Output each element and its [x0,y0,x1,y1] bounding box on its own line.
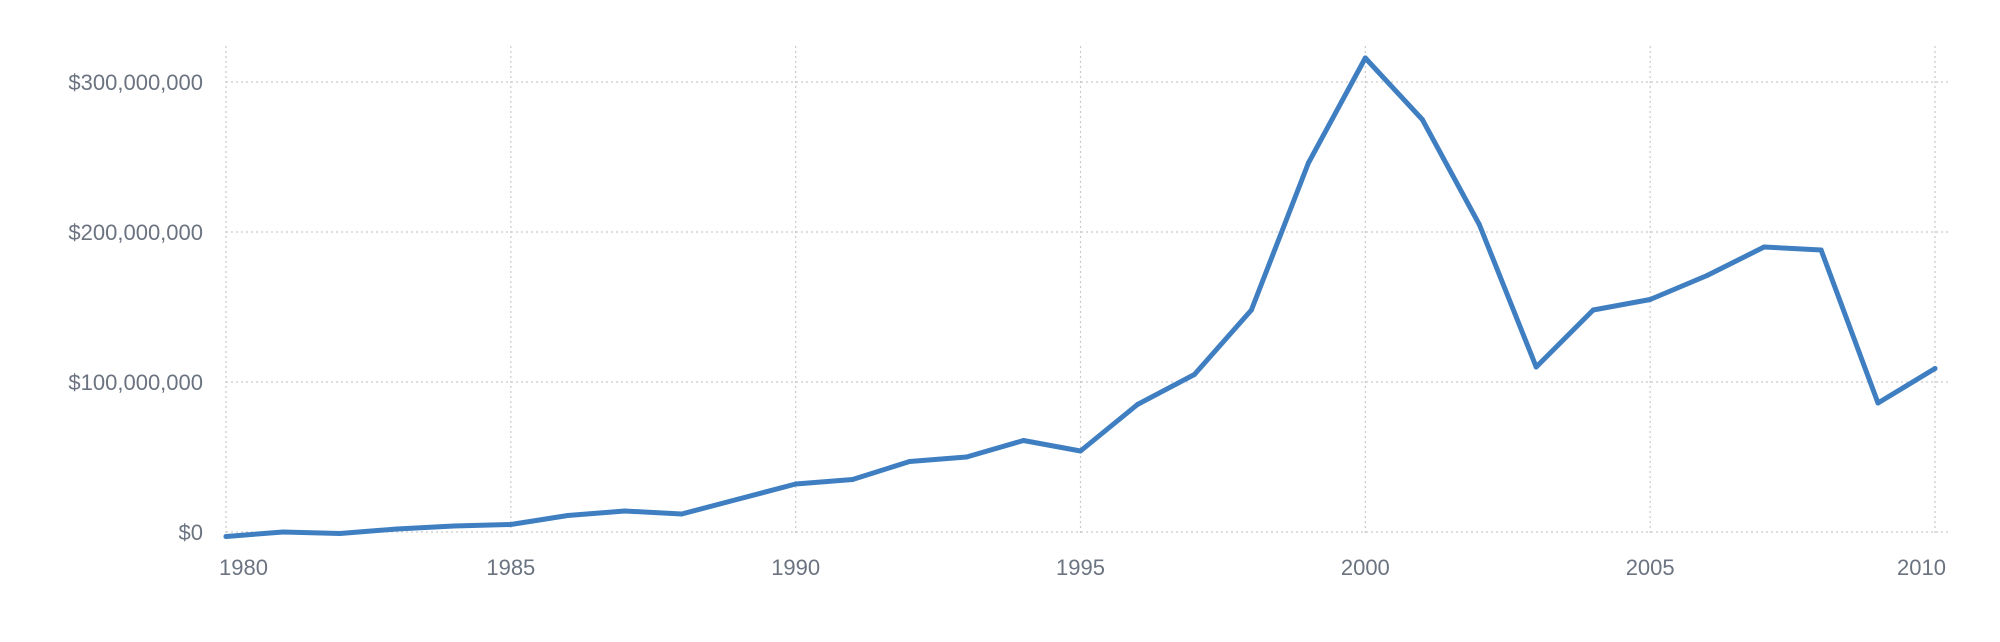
x-tick-label: 1995 [1056,555,1105,580]
data-point [280,529,286,535]
data-point [1078,448,1083,454]
y-tick-label: $0 [179,520,203,545]
data-point [1021,438,1026,443]
data-point [1590,307,1596,313]
y-tick-label: $100,000,000 [68,370,203,395]
data-point [1362,55,1368,61]
data-point [394,526,400,532]
data-point [1932,366,1938,371]
data-point [508,522,514,527]
data-point [1476,222,1482,227]
x-tick-label: 2005 [1626,555,1675,580]
data-point [679,511,685,517]
x-tick-label: 2010 [1897,555,1946,580]
data-point [1305,160,1311,166]
data-point [1704,273,1710,278]
data-point [1647,297,1653,302]
data-point [850,477,856,482]
y-tick-label: $200,000,000 [68,220,203,245]
data-point [736,496,742,502]
x-tick-label: 2000 [1341,555,1390,580]
y-tick-label: $300,000,000 [68,70,203,95]
data-point [1761,244,1767,250]
data-point [622,508,628,514]
y-axis-ticks: $0 $100,000,000 $200,000,000 $300,000,000 [68,70,203,545]
data-point [1419,117,1425,122]
data-point [337,531,343,536]
data-point [565,513,571,518]
data-point [1191,372,1197,377]
data-point [1818,247,1824,253]
data-point [793,481,799,487]
data-point [223,534,229,539]
data-point [451,523,457,529]
data-point [907,459,913,464]
data-point [1533,364,1539,370]
grid-layer [225,46,1950,536]
data-point [1875,400,1881,406]
data-point [964,454,970,460]
data-point [1248,307,1254,313]
x-axis-ticks: 1980 1985 1990 1995 2000 2005 2010 [219,555,1946,580]
x-tick-label: 1990 [771,555,820,580]
data-point [1135,402,1140,407]
x-tick-label: 1985 [486,555,535,580]
series-layer [223,55,1938,539]
x-tick-label: 1980 [219,555,268,580]
